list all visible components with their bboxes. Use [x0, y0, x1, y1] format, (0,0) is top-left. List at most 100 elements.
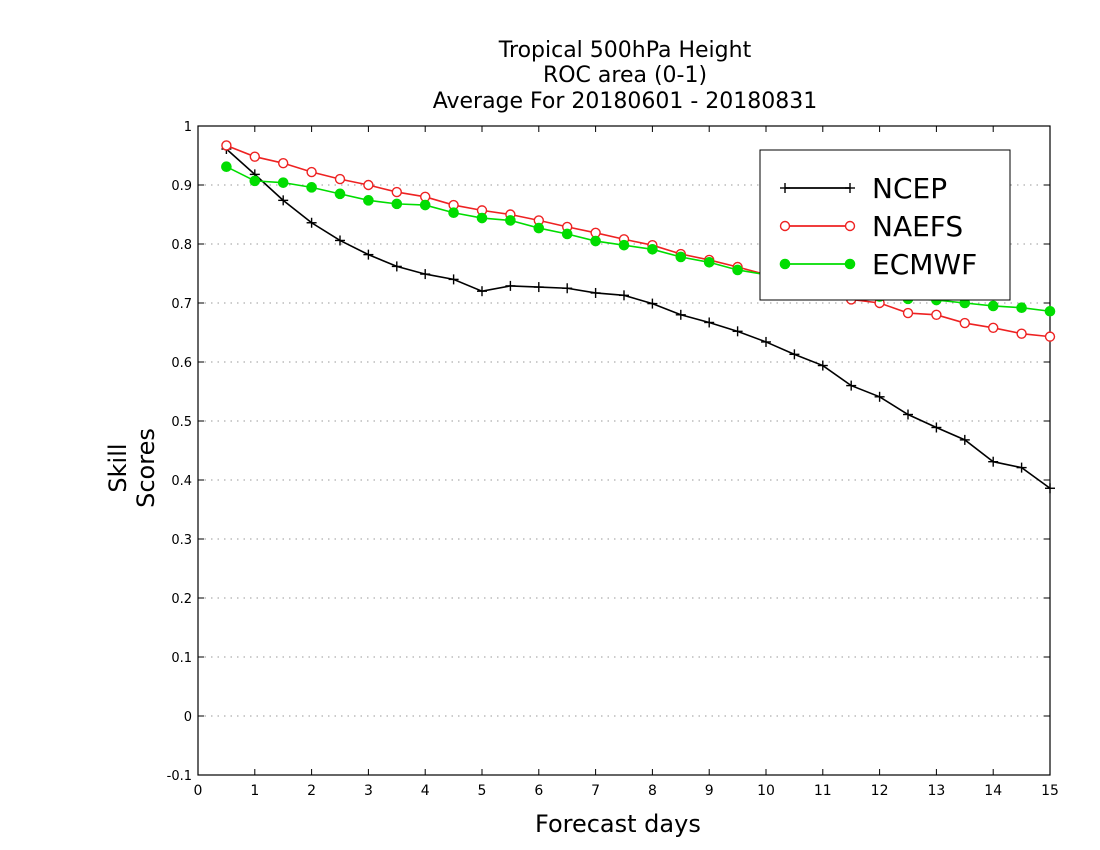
chart-title: Tropical 500hPa Height: [498, 38, 752, 63]
ecmwf-point: [419, 199, 431, 211]
ecmwf-point: [505, 215, 516, 226]
ncep-point: [448, 274, 459, 285]
ecmwf-point: [277, 177, 289, 188]
legend-marker-naefs: [779, 220, 791, 232]
legend-label-naefs: NAEFS: [872, 210, 963, 243]
y-axis-label: Skill Scores: [104, 428, 160, 508]
naefs-point: [221, 140, 232, 151]
naefs-point: [988, 322, 999, 333]
legend-box: [759, 149, 1011, 301]
x-tick-label: 10: [757, 783, 775, 799]
x-tick-label: 3: [364, 783, 373, 799]
x-tick-label: 12: [871, 783, 889, 799]
ecmwf-point: [476, 212, 488, 224]
legend-marker-ncep: [845, 183, 855, 193]
naefs-point: [306, 166, 317, 178]
ecmwf-point: [618, 239, 630, 251]
y-tick-label: 0.4: [171, 474, 192, 489]
plot-frame: [197, 125, 1051, 776]
ncep-point: [562, 283, 573, 294]
ncep-point: [1016, 462, 1027, 473]
ncep-point: [619, 290, 629, 301]
legend-marker-naefs: [844, 220, 856, 232]
x-axis-label: Forecast days: [535, 810, 701, 838]
naefs-point: [1016, 328, 1027, 339]
naefs-point: [363, 179, 374, 191]
x-tick-label: 5: [478, 783, 487, 799]
ncep-point: [391, 261, 402, 272]
y-tick-label: 0: [184, 710, 192, 725]
ecmwf-point: [334, 188, 346, 200]
x-tick-label: 2: [307, 783, 316, 799]
naefs-point: [959, 317, 970, 329]
ncep-point: [675, 309, 686, 320]
ecmwf-point: [703, 256, 715, 268]
ncep-point: [420, 269, 431, 280]
x-tick-label: 9: [705, 783, 714, 799]
ncep-point: [647, 298, 658, 309]
ncep-point: [505, 280, 516, 291]
ncep-point: [533, 282, 544, 293]
ncep-point: [704, 317, 715, 328]
x-tick-label: 4: [421, 783, 430, 799]
y-tick-label: 0.8: [171, 238, 192, 253]
ecmwf-point: [391, 198, 403, 210]
ecmwf-point: [561, 228, 573, 240]
ecmwf-point: [448, 207, 459, 219]
chart-date-range: Average For 20180601 - 20180831: [432, 89, 818, 114]
naefs-point: [1044, 331, 1056, 342]
x-tick-label: 6: [534, 783, 543, 799]
ecmwf-point: [1016, 302, 1027, 314]
ncep-point: [363, 249, 374, 260]
legend-label-ecmwf: ECMWF: [872, 248, 977, 281]
ncep-point: [278, 195, 289, 206]
x-tick-label: 11: [814, 783, 832, 799]
ncep-point: [335, 235, 345, 246]
ncep-point: [903, 409, 913, 420]
ncep-point: [590, 287, 601, 298]
ecmwf-point: [1044, 305, 1056, 317]
y-tick-label: 0.5: [171, 415, 192, 430]
ecmwf-point: [533, 222, 545, 234]
y-tick-label: 0.1: [171, 651, 192, 666]
legend: NCEP NAEFS ECMWF: [759, 149, 1011, 301]
ecmwf-point: [363, 195, 374, 206]
naefs-point: [902, 307, 914, 319]
ecmwf-point: [306, 182, 317, 193]
ecmwf-point: [675, 251, 687, 263]
ecmwf-point: [987, 300, 999, 312]
legend-marker-ncep: [780, 183, 790, 193]
ecmwf-point: [647, 244, 658, 255]
y-tick-label: 0.6: [171, 356, 192, 371]
x-tick-label: 13: [927, 783, 945, 799]
ecmwf-point: [249, 175, 261, 187]
ncep-point: [874, 391, 885, 402]
ncep-point: [846, 380, 857, 391]
ncep-point: [477, 286, 487, 297]
ncep-point: [817, 360, 828, 371]
ncep-point: [988, 456, 999, 467]
ncep-point: [959, 434, 970, 445]
y-tick-label: -0.1: [167, 769, 192, 784]
naefs-point: [278, 157, 289, 169]
x-tick-label: 0: [194, 783, 203, 799]
x-tick-label: 8: [648, 783, 657, 799]
ncep-point: [732, 326, 743, 337]
y-tick-label: 1: [184, 120, 192, 135]
series-ncep: [221, 144, 1055, 494]
x-tick-label: 14: [984, 783, 1002, 799]
ncep-point: [1045, 483, 1055, 494]
axis-ticks: -0.100.10.20.30.40.50.60.70.80.910 1 2 3 4 5 6…: [167, 120, 1059, 799]
x-tick-label: 7: [591, 783, 600, 799]
ecmwf-point: [732, 264, 743, 276]
ncep-point: [789, 349, 800, 360]
y-tick-label: 0.3: [171, 533, 192, 548]
naefs-point: [334, 173, 346, 185]
ncep-line: [225, 148, 1051, 489]
naefs-point: [931, 309, 942, 320]
naefs-point: [391, 186, 402, 198]
legend-marker-ecmwf: [779, 258, 791, 270]
y-tick-label: 0.2: [171, 592, 192, 607]
chart-subtitle: ROC area (0-1): [542, 63, 708, 88]
